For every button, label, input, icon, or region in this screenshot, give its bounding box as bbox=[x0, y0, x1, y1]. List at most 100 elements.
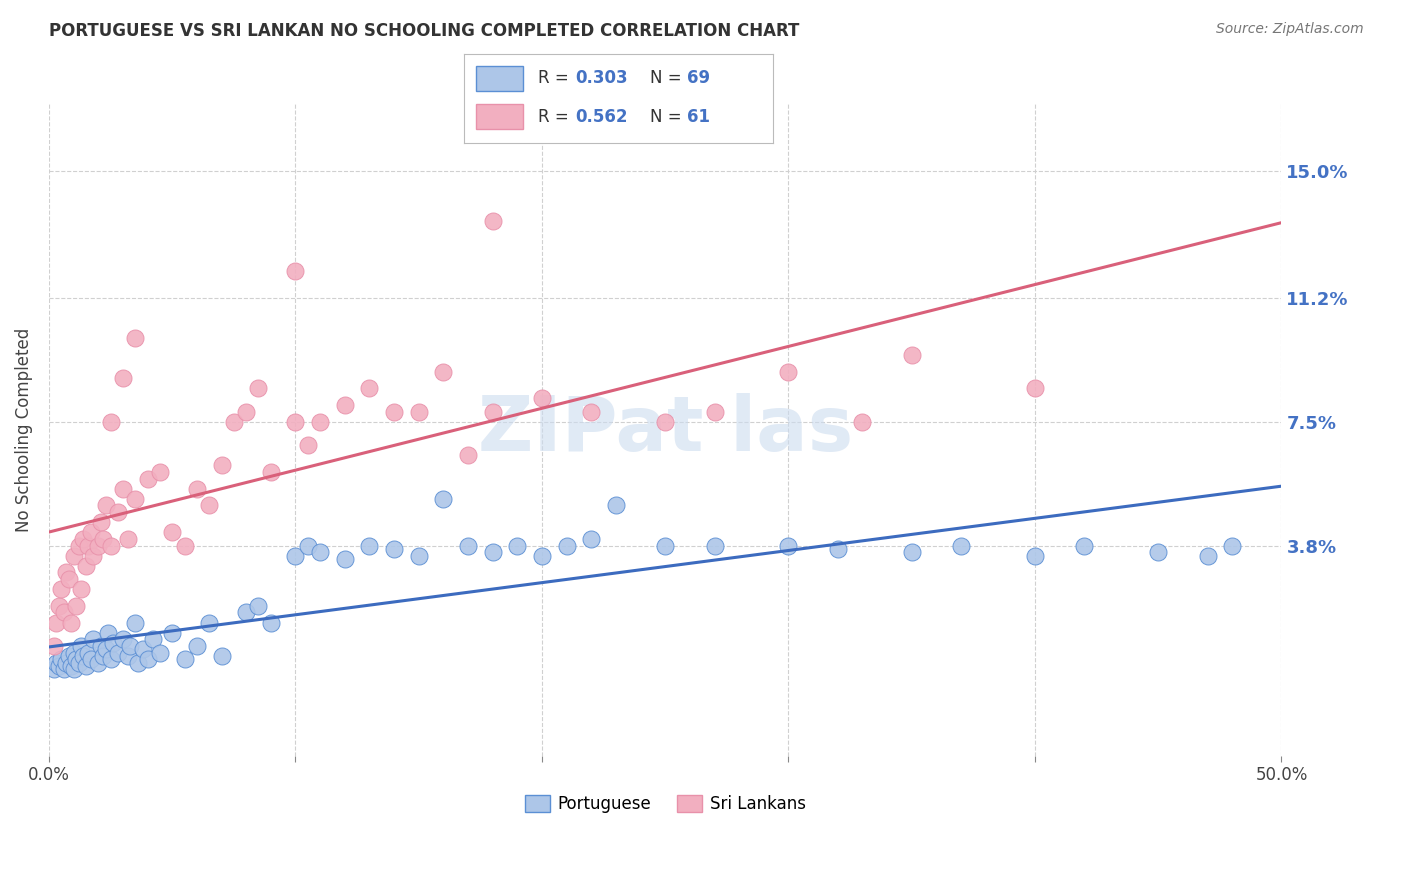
Point bbox=[173, 539, 195, 553]
Point bbox=[58, 572, 80, 586]
Point bbox=[284, 264, 307, 278]
Point bbox=[1073, 539, 1095, 553]
Text: 0.303: 0.303 bbox=[575, 70, 628, 87]
Point bbox=[1024, 381, 1046, 395]
Point bbox=[70, 582, 93, 596]
Point bbox=[91, 532, 114, 546]
Point bbox=[136, 472, 159, 486]
Point bbox=[94, 642, 117, 657]
Point bbox=[120, 639, 142, 653]
Point bbox=[70, 639, 93, 653]
Point bbox=[581, 532, 603, 546]
Point bbox=[77, 646, 100, 660]
Point bbox=[82, 549, 104, 563]
Point bbox=[297, 438, 319, 452]
Point bbox=[408, 405, 430, 419]
Text: ZIPat las: ZIPat las bbox=[478, 393, 853, 467]
Point bbox=[127, 656, 149, 670]
Point bbox=[160, 625, 183, 640]
Point bbox=[75, 659, 97, 673]
Text: 0.0%: 0.0% bbox=[28, 766, 70, 784]
Legend: Portuguese, Sri Lankans: Portuguese, Sri Lankans bbox=[517, 789, 813, 820]
Point bbox=[160, 525, 183, 540]
FancyBboxPatch shape bbox=[477, 66, 523, 91]
Point bbox=[186, 482, 208, 496]
Point bbox=[408, 549, 430, 563]
Point bbox=[65, 652, 87, 666]
Point bbox=[65, 599, 87, 613]
Point bbox=[72, 532, 94, 546]
Point bbox=[67, 539, 90, 553]
Point bbox=[654, 415, 676, 429]
Point bbox=[457, 448, 479, 462]
Point bbox=[432, 491, 454, 506]
Point bbox=[297, 539, 319, 553]
Point bbox=[481, 405, 503, 419]
Point bbox=[55, 566, 77, 580]
Point bbox=[149, 465, 172, 479]
Point bbox=[284, 549, 307, 563]
Point bbox=[117, 532, 139, 546]
Point bbox=[124, 615, 146, 630]
Point bbox=[222, 415, 245, 429]
Point bbox=[45, 656, 67, 670]
Point bbox=[359, 539, 381, 553]
Point bbox=[506, 539, 529, 553]
Point bbox=[91, 648, 114, 663]
Point bbox=[101, 635, 124, 649]
Point bbox=[186, 639, 208, 653]
Point bbox=[141, 632, 163, 647]
Point bbox=[55, 656, 77, 670]
Point bbox=[60, 615, 83, 630]
Point bbox=[211, 648, 233, 663]
Point bbox=[432, 365, 454, 379]
Point bbox=[581, 405, 603, 419]
Point bbox=[333, 552, 356, 566]
Point bbox=[284, 415, 307, 429]
Point bbox=[247, 381, 270, 395]
Point bbox=[100, 539, 122, 553]
Point bbox=[457, 539, 479, 553]
Point bbox=[555, 539, 578, 553]
Point bbox=[260, 615, 283, 630]
Text: 69: 69 bbox=[686, 70, 710, 87]
Point bbox=[1220, 539, 1243, 553]
Point bbox=[124, 491, 146, 506]
Text: 61: 61 bbox=[686, 108, 710, 126]
Point bbox=[851, 415, 873, 429]
Point bbox=[247, 599, 270, 613]
Point bbox=[198, 615, 221, 630]
Point bbox=[111, 632, 134, 647]
Point bbox=[51, 582, 73, 596]
Point bbox=[72, 648, 94, 663]
Point bbox=[1197, 549, 1219, 563]
Text: N =: N = bbox=[650, 70, 686, 87]
Point bbox=[87, 539, 110, 553]
Point bbox=[530, 549, 553, 563]
Point bbox=[42, 639, 65, 653]
Point bbox=[100, 415, 122, 429]
Y-axis label: No Schooling Completed: No Schooling Completed bbox=[15, 328, 32, 533]
Point bbox=[42, 662, 65, 676]
Point bbox=[950, 539, 973, 553]
Point bbox=[62, 549, 84, 563]
Point bbox=[62, 646, 84, 660]
Point bbox=[235, 606, 257, 620]
Point bbox=[117, 648, 139, 663]
Point bbox=[111, 371, 134, 385]
Point bbox=[51, 652, 73, 666]
Point bbox=[136, 652, 159, 666]
Point bbox=[52, 606, 75, 620]
FancyBboxPatch shape bbox=[477, 104, 523, 129]
Point bbox=[703, 405, 725, 419]
Point bbox=[107, 505, 129, 519]
Text: Source: ZipAtlas.com: Source: ZipAtlas.com bbox=[1216, 22, 1364, 37]
Point bbox=[211, 458, 233, 473]
Point bbox=[80, 652, 103, 666]
Point bbox=[173, 652, 195, 666]
Point bbox=[333, 398, 356, 412]
Point bbox=[75, 558, 97, 573]
Point bbox=[235, 405, 257, 419]
Point bbox=[260, 465, 283, 479]
Point bbox=[198, 499, 221, 513]
